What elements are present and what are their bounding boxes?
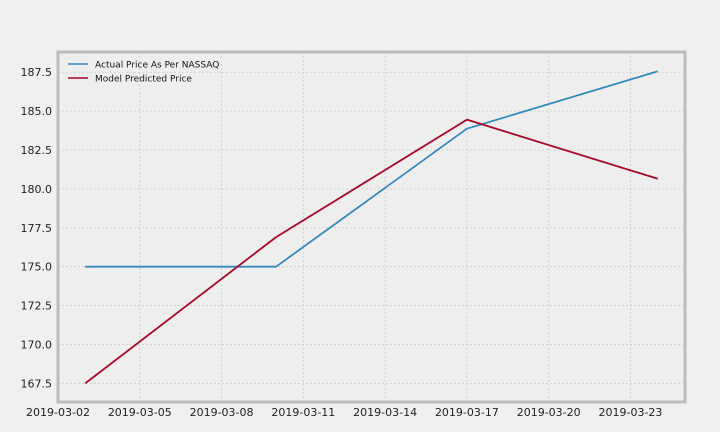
plot-frame — [56, 50, 687, 404]
x-tick-label: 2019-03-23 — [599, 406, 663, 419]
x-tick-label: 2019-03-20 — [517, 406, 581, 419]
x-tick-label: 2019-03-05 — [108, 406, 172, 419]
y-tick-label: 182.5 — [21, 144, 53, 157]
legend-label-predicted: Model Predicted Price — [95, 75, 192, 85]
x-tick-label: 2019-03-17 — [435, 406, 499, 419]
y-tick-label: 177.5 — [21, 222, 53, 235]
x-axis-ticks: 2019-03-02 2019-03-05 2019-03-08 2019-03-11… — [26, 406, 662, 419]
legend-label-actual: Actual Price As Per NASSAQ — [95, 61, 219, 71]
y-tick-label: 175.0 — [21, 261, 53, 274]
y-tick-label: 170.0 — [21, 338, 53, 351]
series-line-1 — [84, 118, 659, 385]
series-lines — [84, 70, 659, 385]
y-tick-label: 187.5 — [21, 66, 53, 79]
y-tick-label: 180.0 — [21, 183, 53, 196]
x-tick-label: 2019-03-08 — [190, 406, 254, 419]
y-axis-ticks: 167.5 170.0 172.5 175.0 177.5 180.0 182.5 185.0… — [21, 66, 53, 390]
series-line-0 — [85, 70, 658, 268]
y-tick-label: 167.5 — [21, 377, 53, 390]
y-tick-label: 172.5 — [21, 300, 53, 313]
x-tick-label: 2019-03-11 — [271, 406, 335, 419]
y-tick-label: 185.0 — [21, 105, 53, 118]
legend: Actual Price As Per NASSAQ Model Predict… — [68, 61, 219, 85]
x-tick-label: 2019-03-02 — [26, 406, 90, 419]
plot-area — [58, 52, 685, 402]
x-tick-label: 2019-03-14 — [353, 406, 417, 419]
